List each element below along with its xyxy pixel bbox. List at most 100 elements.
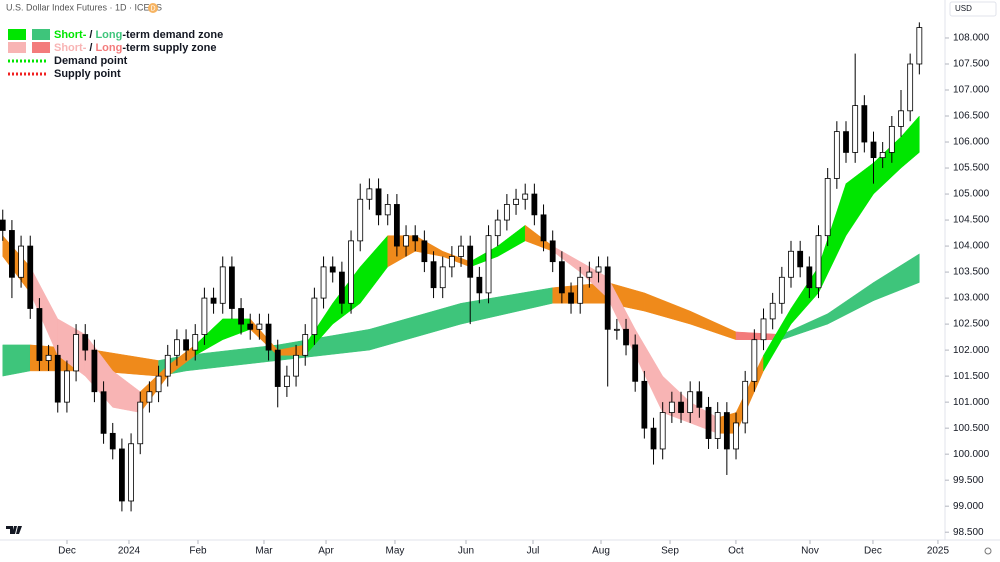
candle-body [861, 105, 868, 143]
y-tick-label: 103.500 [953, 267, 990, 278]
candle-body [513, 198, 519, 205]
candle-body [558, 261, 565, 294]
legend-label: -term supply zone [122, 42, 216, 54]
candle-body [375, 188, 382, 216]
candle-body [357, 198, 364, 242]
y-tick-label: 104.500 [953, 215, 990, 226]
y-tick-label: 105.000 [953, 189, 990, 200]
candle-body [64, 370, 70, 403]
legend-label: Short- [54, 29, 87, 41]
candle-body [788, 250, 794, 278]
chart-title: U.S. Dollar Index Futures · 1D · ICEUS [6, 2, 162, 12]
candle-body [338, 271, 345, 304]
candle-body [751, 339, 758, 382]
candle-body [27, 245, 34, 309]
legend-swatch [32, 29, 50, 40]
candle-body [641, 380, 648, 429]
candle-body [540, 214, 547, 242]
candle-body [274, 349, 281, 387]
x-tick-label: Feb [189, 546, 207, 557]
candle-body [833, 131, 840, 179]
candle-body [613, 328, 620, 331]
y-tick-label: 100.500 [953, 423, 990, 434]
candle-body [183, 339, 189, 351]
candle-body [403, 235, 409, 247]
candle-body [210, 297, 217, 304]
candle-body [458, 245, 464, 257]
settings-icon[interactable] [984, 547, 992, 555]
candle-body [632, 344, 639, 382]
candle-body [91, 349, 98, 393]
candle-body [384, 204, 391, 216]
zone-segment [2, 344, 31, 377]
candle-body [760, 318, 767, 341]
candle-body [705, 406, 712, 439]
y-tick-label: 106.000 [953, 137, 990, 148]
zone-segment [873, 253, 920, 302]
candle-body [146, 391, 153, 403]
candle-body [467, 245, 474, 278]
y-tick-label: 101.500 [953, 371, 990, 382]
candle-body [128, 443, 134, 502]
legend-label: / [89, 42, 92, 54]
candle-body [714, 412, 721, 439]
candle-body [311, 297, 318, 335]
candle-body [678, 401, 684, 413]
candle-body [650, 427, 657, 450]
candle-body [494, 219, 501, 237]
candle-body [329, 266, 336, 273]
candle-body [82, 334, 89, 351]
candle-body [778, 276, 785, 304]
candle-body [815, 235, 822, 289]
candle-body [36, 308, 43, 361]
candle-body [806, 266, 813, 289]
legend: Short- / Long -term demand zone Short- / Long -… [8, 29, 223, 80]
candle-body [898, 110, 904, 127]
candle-body [109, 432, 116, 450]
candle-body [568, 292, 574, 304]
y-tick-label: 98.500 [953, 527, 984, 538]
candle-body [54, 354, 61, 403]
y-tick-label: 107.500 [953, 59, 990, 70]
currency-box[interactable] [949, 1, 997, 17]
candle-body [366, 188, 373, 200]
badge: D [150, 5, 155, 12]
candle-body [843, 131, 849, 153]
candle-body [476, 276, 483, 294]
candle-body [879, 152, 886, 159]
currency[interactable]: USD [955, 4, 972, 13]
candle-body [769, 302, 776, 320]
x-tick-label: Jul [527, 546, 540, 557]
candle-body [155, 375, 162, 393]
legend-label: -term demand zone [122, 29, 223, 41]
legend-label: Short- [54, 42, 87, 54]
candle-body [9, 230, 15, 278]
candle-body [907, 63, 914, 112]
candle-body [577, 276, 584, 304]
x-tick-label: Jun [458, 546, 474, 557]
candle-body [283, 375, 290, 387]
candle-body [522, 193, 529, 200]
x-tick-label: 2025 [927, 546, 950, 557]
candle-body [723, 412, 730, 450]
legend-label: Supply point [54, 68, 121, 80]
candle-body [348, 240, 354, 304]
candle-body [256, 323, 263, 330]
candle-body [696, 391, 703, 408]
candle-body [247, 323, 254, 330]
x-tick-label: Aug [592, 546, 610, 557]
candle-body [668, 401, 675, 413]
y-tick-label: 102.500 [953, 319, 990, 330]
x-tick-label: Mar [255, 546, 273, 557]
candle-body [687, 391, 694, 413]
legend-label: Demand point [54, 55, 128, 67]
candle-body [852, 105, 859, 153]
candle-body [219, 266, 226, 304]
candle-body [293, 354, 299, 377]
x-tick-label: Nov [801, 546, 819, 557]
candle-body [531, 193, 538, 216]
x-tick-label: May [386, 546, 405, 557]
y-tick-label: 104.000 [953, 241, 990, 252]
candle-body [549, 240, 556, 263]
